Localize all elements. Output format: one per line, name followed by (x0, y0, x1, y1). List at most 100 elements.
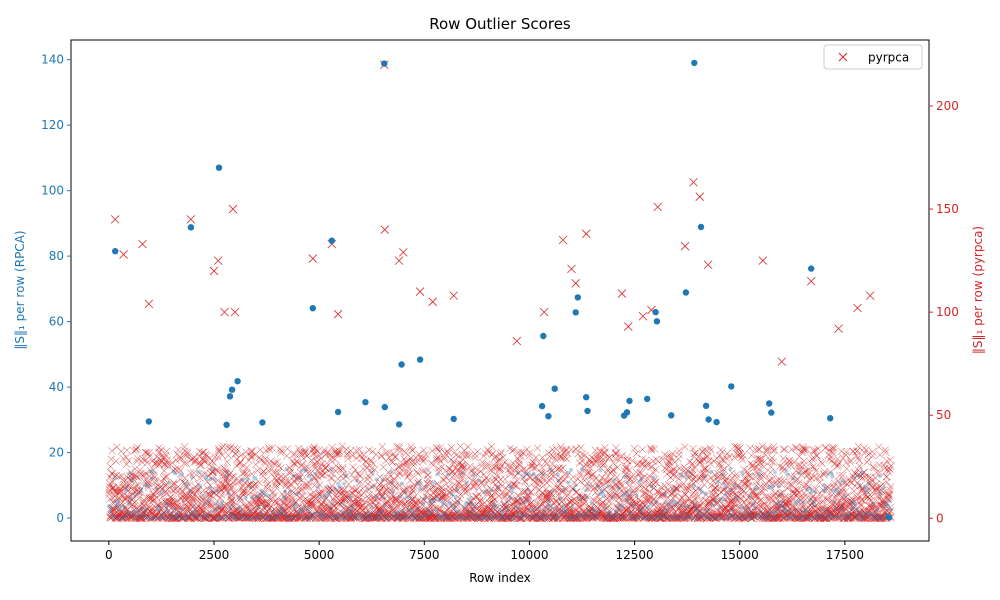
y-left-tick-label: 140 (41, 53, 64, 67)
legend-x-marker-icon (838, 52, 848, 62)
rpca-point-11 (334, 408, 342, 416)
rpca-point-6 (228, 386, 236, 393)
plot-area (105, 59, 895, 522)
pyrpca-point-20 (571, 279, 580, 288)
rpca-point-13 (381, 60, 388, 67)
pyrpca-point-25 (653, 202, 663, 212)
rpca-point-41 (766, 400, 773, 407)
legend-label-pyrpca: pyrpca (868, 51, 909, 65)
pyrpca-point-36 (777, 357, 787, 366)
rpca-point-25 (583, 394, 590, 401)
rpca-point-21 (545, 413, 552, 420)
rpca-point-4 (223, 421, 230, 428)
rpca-point-22 (551, 385, 558, 392)
y-left-tick-label: 80 (49, 249, 64, 263)
rpca-point-8 (259, 419, 266, 426)
pyrpca-point-31 (806, 276, 816, 286)
y-left-tick-label: 120 (41, 118, 64, 132)
pyrpca-point-29 (703, 260, 713, 270)
rpca-point-14 (381, 403, 388, 411)
rpca-point-24 (574, 294, 581, 301)
plot-frame (70, 39, 930, 542)
rpca-point-36 (697, 223, 705, 231)
rpca-point-28 (623, 409, 631, 416)
rpca-point-37 (702, 402, 710, 409)
pyrpca-point-32 (853, 303, 862, 313)
y-left-tick-label: 100 (41, 184, 64, 198)
pyrpca-point-26 (680, 241, 690, 251)
rpca-point-38 (705, 416, 712, 423)
legend-box (823, 44, 923, 70)
y-left-tick-label: 20 (49, 446, 64, 460)
rpca-point-19 (538, 402, 546, 410)
rpca-point-29 (626, 397, 633, 405)
x-tick-label: 0 (105, 548, 113, 562)
rpca-point-32 (653, 318, 661, 325)
pyrpca-point-5 (209, 266, 219, 276)
pyrpca-point-21 (581, 229, 591, 239)
pyrpca-point-27 (689, 177, 698, 187)
pyrpca-point-17 (449, 291, 459, 300)
pyrpca-point-16 (428, 297, 437, 307)
pyrpca-bulk-markers (105, 442, 895, 522)
rpca-point-33 (668, 412, 675, 419)
pyrpca-point-7 (228, 204, 238, 214)
pyrpca-point-1 (119, 250, 128, 259)
y-axis-label-left: ‖S‖₁ per row (RPCA) (13, 230, 27, 349)
pyrpca-bulk-path (105, 442, 895, 522)
pyrpca-point-13 (394, 256, 404, 265)
rpca-series (112, 59, 893, 521)
pyrpca-point-40 (220, 307, 229, 317)
x-tick-label: 7500 (409, 548, 440, 562)
rpca-point-12 (362, 399, 369, 406)
rpca-point-15 (395, 421, 403, 428)
y-left-tick-label: 0 (56, 511, 64, 525)
rpca-point-45 (885, 514, 893, 521)
rpca-point-10 (328, 237, 335, 244)
pyrpca-point-22 (617, 289, 627, 298)
pyrpca-point-0 (110, 215, 120, 224)
pyrpca-point-34 (834, 324, 843, 333)
pyrpca-point-35 (539, 307, 549, 317)
rpca-point-44 (827, 415, 834, 422)
pyrpca-point-4 (186, 215, 196, 224)
rpca-point-5 (226, 393, 234, 400)
legend: pyrpca (823, 44, 923, 70)
pyrpca-point-12 (380, 225, 390, 234)
rpca-bulk-markers (106, 467, 893, 521)
y-right-tick-label: 150 (936, 202, 959, 216)
rpca-point-1 (145, 418, 152, 425)
x-tick-label: 15000 (721, 548, 759, 562)
rpca-point-43 (808, 265, 815, 272)
chart-title: Row Outlier Scores (429, 15, 571, 33)
rpca-point-3 (215, 164, 223, 171)
rpca-point-23 (572, 309, 579, 316)
pyrpca-point-14 (398, 248, 408, 257)
x-axis-label: Row index (469, 571, 531, 585)
rpca-point-30 (644, 395, 651, 403)
pyrpca-point-6 (213, 256, 223, 265)
y-right-tick-label: 50 (936, 408, 951, 422)
pyrpca-point-18 (558, 235, 568, 245)
rpca-point-42 (768, 409, 775, 416)
x-tick-label: 12500 (615, 548, 653, 562)
pyrpca-point-23 (623, 322, 633, 331)
rpca-point-34 (682, 289, 690, 296)
x-tick-label: 2500 (199, 548, 230, 562)
y-axis-right: 0 50 100 150 200 (929, 99, 959, 525)
rpca-point-18 (450, 415, 457, 423)
y-right-tick-label: 0 (936, 511, 944, 525)
pyrpca-point-3 (144, 299, 154, 309)
y-axis-label-right: ‖S‖₁ per row (pyrpca) (971, 226, 985, 354)
x-tick-label: 10000 (510, 548, 548, 562)
rpca-point-17 (416, 356, 424, 363)
y-right-tick-label: 100 (936, 305, 959, 319)
rpca-point-9 (309, 305, 316, 312)
rpca-point-35 (691, 59, 698, 67)
pyrpca-point-39 (230, 307, 240, 317)
pyrpca-point-28 (695, 192, 705, 201)
y-right-tick-label: 200 (936, 99, 959, 113)
y-left-tick-label: 60 (49, 315, 64, 329)
pyrpca-point-2 (138, 239, 147, 249)
rpca-point-39 (713, 418, 720, 426)
